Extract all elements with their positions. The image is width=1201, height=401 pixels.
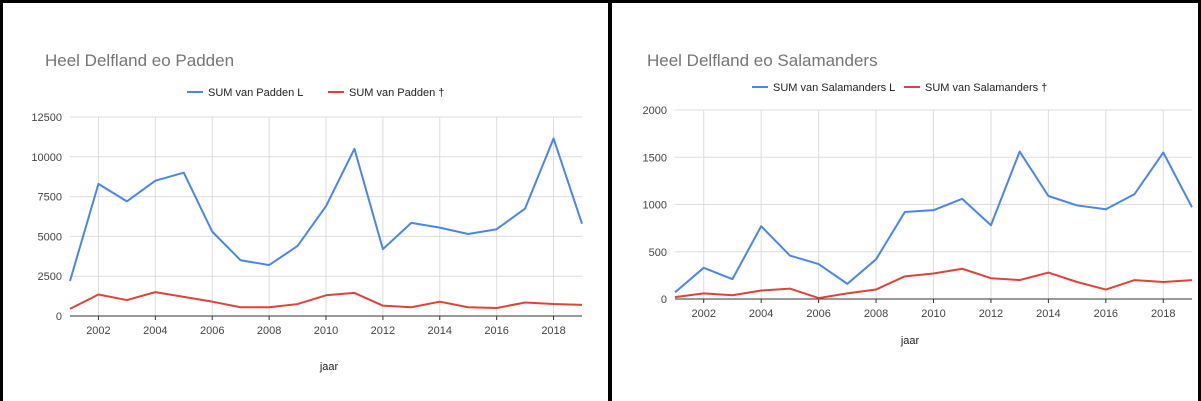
y-tick-label: 12500 [31,112,62,124]
legend-label-series-2: SUM van Padden † [349,87,444,99]
y-tick-label: 1500 [643,152,667,164]
x-tick-label: 2004 [749,308,773,320]
x-tick-label: 2006 [200,325,224,337]
frame-top-border [0,0,1201,3]
plot-area: 0 2500 5000 7500 10000 12500 2002 2004 2006 2008 2… [31,112,583,337]
x-tick-label: 2010 [314,325,338,337]
x-tick-label: 2004 [143,325,167,337]
chart-panel-padden: Heel Delfland eo Padden SUM van Padden L… [3,3,608,401]
x-tick-label: 2018 [1151,308,1175,320]
y-tick-label: 10000 [31,152,62,164]
x-tick-label: 2002 [86,325,110,337]
x-tick-label: 2014 [428,325,452,337]
frame-left-border [0,0,3,401]
chart-title: Heel Delfland eo Salamanders [647,51,878,70]
x-tick-label: 2010 [921,308,945,320]
y-tick-label: 0 [661,294,667,306]
x-axis-title: jaar [319,361,339,373]
x-tick-label: 2012 [371,325,395,337]
x-tick-label: 2016 [1094,308,1118,320]
plot-area: 0 500 1000 1500 2000 2002 2004 2006 2008 2010 2012… [643,105,1193,320]
x-axis-title: jaar [900,335,920,347]
x-tick-label: 2002 [691,308,715,320]
y-tick-label: 1000 [643,200,667,212]
x-tick-label: 2012 [979,308,1003,320]
legend-label-series-1: SUM van Padden L [208,87,303,99]
frame-divider [608,0,612,401]
y-tick-label: 500 [649,247,667,259]
y-tick-label: 0 [56,311,62,323]
series-line-1 [674,150,1193,294]
chart-panel-salamanders: Heel Delfland eo Salamanders SUM van Sal… [612,3,1198,401]
x-tick-label: 2014 [1036,308,1060,320]
legend: SUM van Padden L SUM van Padden † [187,87,444,99]
chart-salamanders: Heel Delfland eo Salamanders SUM van Sal… [643,51,1193,347]
legend: SUM van Salamanders L SUM van Salamander… [752,82,1047,94]
x-tick-label: 2018 [541,325,565,337]
y-tick-label: 7500 [38,192,62,204]
x-tick-label: 2008 [864,308,888,320]
frame-right-border [1198,0,1201,401]
y-tick-label: 5000 [38,231,62,243]
series-line-2 [674,267,1193,300]
legend-label-series-1: SUM van Salamanders L [773,82,895,94]
series-line-1 [69,137,583,282]
x-tick-label: 2008 [257,325,281,337]
chart-padden: Heel Delfland eo Padden SUM van Padden L… [31,51,583,373]
chart-title: Heel Delfland eo Padden [45,51,234,70]
x-tick-label: 2006 [806,308,830,320]
series-line-2 [69,291,583,310]
legend-label-series-2: SUM van Salamanders † [925,82,1047,94]
y-tick-label: 2000 [643,105,667,117]
y-tick-label: 2500 [38,271,62,283]
x-tick-label: 2016 [484,325,508,337]
